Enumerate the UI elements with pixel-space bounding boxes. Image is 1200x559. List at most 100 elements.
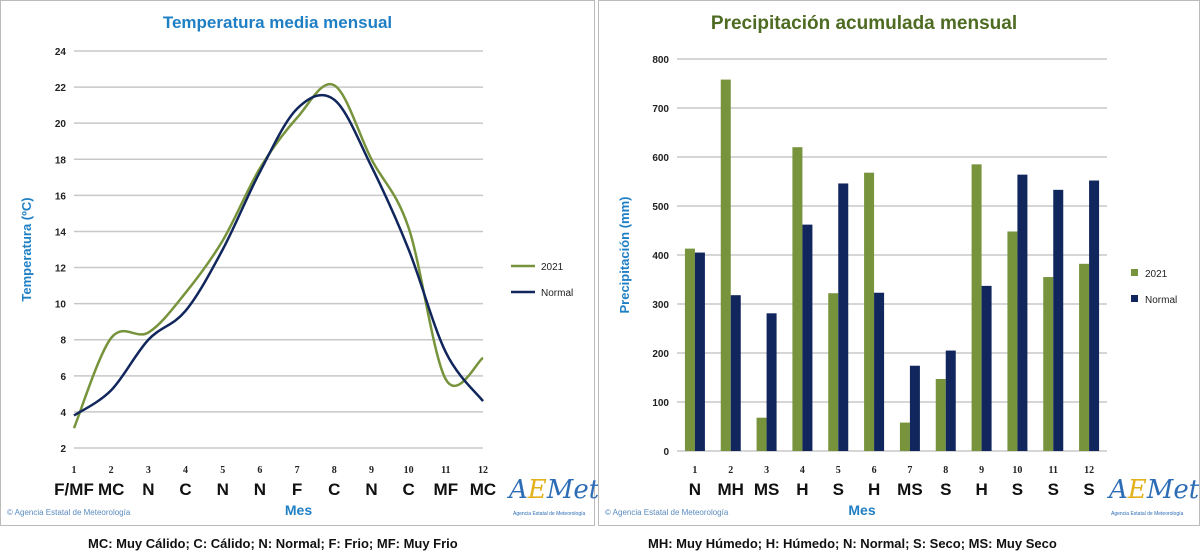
class-label: N: [689, 480, 701, 499]
bar-2021: [684, 248, 695, 451]
x-tick-label: 7: [295, 465, 300, 476]
y-tick-label: 12: [55, 264, 67, 275]
class-label: F/MF: [54, 480, 94, 499]
class-label: N: [217, 480, 229, 499]
x-axis-label: Mes: [848, 502, 875, 518]
bar-2021: [756, 417, 767, 451]
bar-2021: [1079, 263, 1090, 451]
x-tick-label: 1: [72, 465, 77, 476]
x-tick-label: 3: [146, 465, 151, 476]
x-tick-label: 10: [404, 465, 414, 476]
class-label: MC: [98, 480, 124, 499]
class-label: N: [142, 480, 154, 499]
legend-swatch: [1131, 295, 1138, 302]
copyright: © Agencia Estatal de Meteorología: [605, 508, 729, 517]
precipitation-chart: 0 100 200 300 400 500 600 700 800 1 N 2 MH 3 MS 4 H 5 S 6 H 7…: [617, 55, 1177, 518]
class-label: S: [940, 480, 951, 499]
series-line-normal: [73, 93, 484, 417]
y-axis-label: Temperatura (ºC): [19, 197, 34, 301]
class-label: H: [796, 480, 808, 499]
x-tick-label: 7: [907, 465, 912, 476]
x-tick-label: 8: [943, 465, 948, 476]
x-tick-label: 4: [800, 465, 805, 476]
y-tick-label: 0: [663, 447, 669, 458]
class-label: N: [254, 480, 266, 499]
y-tick-label: 500: [652, 202, 669, 213]
class-label: H: [975, 480, 987, 499]
bar-2021: [1007, 231, 1018, 451]
x-tick-label: 1: [692, 465, 697, 476]
y-tick-label: 10: [55, 300, 67, 311]
x-tick-label: 6: [257, 465, 262, 476]
temperature-footnote: MC: Muy Cálido; C: Cálido; N: Normal; F:…: [88, 536, 458, 551]
temperature-chart-panel: Temperatura media mensual 2 4 6 8 10 12 14 16 18…: [0, 0, 599, 526]
class-label: S: [833, 480, 844, 499]
class-label: F: [292, 480, 302, 499]
bar-2021: [1043, 277, 1054, 451]
bar-2021: [720, 79, 731, 451]
x-tick-label: 9: [369, 465, 374, 476]
bar-2021: [792, 147, 803, 451]
y-tick-label: 700: [652, 104, 669, 115]
bar-2021: [828, 293, 839, 451]
x-tick-label: 2: [109, 465, 114, 476]
class-label: C: [328, 480, 340, 499]
x-tick-label: 5: [836, 465, 841, 476]
temperature-chart: 246810121416182022241F/MF2MC3N4C5N6N7F8C…: [19, 47, 573, 518]
bar-normal: [838, 183, 849, 451]
class-label: S: [1012, 480, 1023, 499]
class-label: MS: [754, 480, 780, 499]
x-tick-label: 8: [332, 465, 337, 476]
x-tick-label: 6: [872, 465, 877, 476]
y-tick-label: 18: [55, 155, 67, 166]
y-tick-label: 6: [60, 372, 66, 383]
bar-normal: [945, 350, 956, 451]
class-label: S: [1083, 480, 1094, 499]
class-label: H: [868, 480, 880, 499]
legend-label: Normal: [1145, 295, 1177, 306]
x-tick-label: 11: [1049, 465, 1058, 476]
x-tick-label: 4: [183, 465, 188, 476]
bar-normal: [981, 285, 992, 451]
y-axis-label: Precipitación (mm): [617, 196, 632, 313]
x-tick-label: 12: [478, 465, 488, 476]
x-tick-label: 12: [1084, 465, 1094, 476]
x-tick-label: 9: [979, 465, 984, 476]
y-tick-label: 20: [55, 119, 67, 130]
y-tick-label: 100: [652, 398, 669, 409]
aemet-logo: AEMet: [1109, 475, 1200, 505]
class-label: N: [365, 480, 377, 499]
x-tick-label: 5: [220, 465, 225, 476]
y-tick-label: 22: [55, 83, 67, 94]
x-tick-label: 3: [764, 465, 769, 476]
y-tick-label: 400: [652, 251, 669, 262]
series-line-2021: [72, 82, 484, 429]
precipitation-chart-panel: Precipitación acumulada mensual 0 100 200 3…: [598, 0, 1200, 526]
y-tick-label: 16: [55, 191, 67, 202]
bar-normal: [730, 295, 741, 451]
x-tick-label: 10: [1012, 465, 1022, 476]
y-tick-label: 600: [652, 153, 669, 164]
legend-label: 2021: [541, 262, 564, 273]
y-tick-label: 2: [60, 444, 66, 455]
bar-normal: [802, 224, 813, 451]
bar-normal: [1053, 189, 1064, 451]
class-label: MF: [434, 480, 459, 499]
y-tick-label: 24: [55, 47, 67, 58]
y-tick-label: 4: [60, 408, 66, 419]
class-label: MS: [897, 480, 923, 499]
bar-normal: [1089, 180, 1100, 451]
bar-normal: [694, 252, 705, 451]
x-tick-label: 11: [441, 465, 450, 476]
class-label: C: [402, 480, 414, 499]
precipitation-footnote: MH: Muy Húmedo; H: Húmedo; N: Normal; S:…: [648, 536, 1057, 551]
bar-normal: [909, 365, 920, 451]
copyright: © Agencia Estatal de Meteorología: [7, 508, 131, 517]
bar-2021: [971, 164, 982, 451]
aemet-logo-sub: Agencia Estatal de Meteorología: [513, 511, 586, 517]
y-tick-label: 14: [55, 227, 67, 238]
y-tick-label: 800: [652, 55, 669, 66]
bar-normal: [1017, 174, 1028, 451]
chart-title: Temperatura media mensual: [162, 13, 393, 32]
bar-2021: [864, 172, 875, 451]
